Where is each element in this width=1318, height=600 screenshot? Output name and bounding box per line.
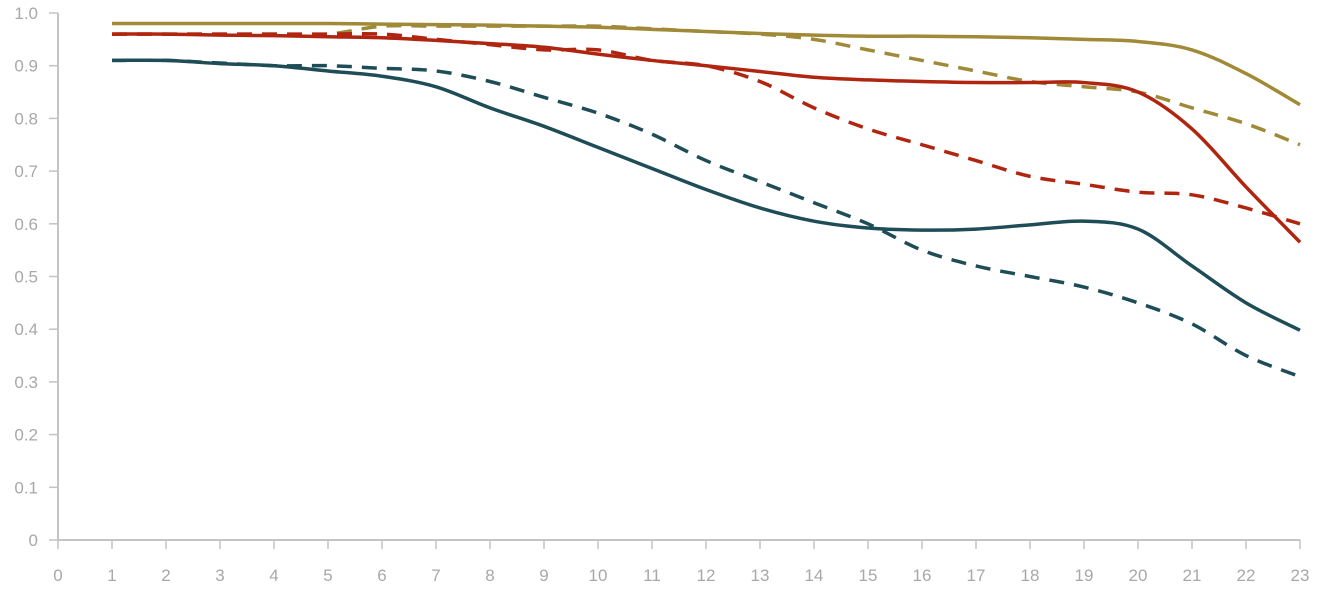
- x-tick-label: 21: [1183, 566, 1202, 585]
- y-axis-tick-labels: 0 0.1 0.2 0.3 0.4 0.5 0.6 0.7 0.8 0.9 1.0: [14, 4, 38, 550]
- x-tick-label: 22: [1237, 566, 1256, 585]
- x-tick-label: 12: [697, 566, 716, 585]
- x-tick-label: 13: [751, 566, 770, 585]
- y-tick-label: 0.8: [14, 109, 38, 128]
- x-tick-label: 11: [643, 566, 661, 585]
- series-lines: [111, 21, 1302, 379]
- x-tick-label: 9: [539, 566, 548, 585]
- x-tick-label: 2: [161, 566, 170, 585]
- axis-ticks: [49, 12, 1301, 549]
- y-tick-label: 0: [29, 531, 38, 550]
- y-tick-label: 0.9: [14, 57, 38, 76]
- x-tick-label: 1: [107, 566, 116, 585]
- series-line-4-dashed: [111, 31, 1301, 226]
- x-tick-label: 7: [431, 566, 440, 585]
- series-line-5-solid: [111, 58, 1301, 332]
- x-tick-label: 8: [485, 566, 494, 585]
- x-tick-label: 4: [269, 566, 278, 585]
- y-tick-label: 0.2: [14, 426, 38, 445]
- axes: [57, 13, 1300, 541]
- x-tick-label: 0: [53, 566, 62, 585]
- x-tick-label: 19: [1075, 566, 1094, 585]
- x-tick-label: 16: [913, 566, 932, 585]
- y-tick-label: 0.1: [14, 478, 38, 497]
- x-tick-label: 17: [967, 566, 986, 585]
- x-tick-label: 14: [805, 566, 824, 585]
- y-tick-label: 0.3: [14, 373, 38, 392]
- series-line-1-solid: [112, 21, 1301, 107]
- y-tick-label: 0.4: [14, 320, 38, 339]
- series-line-6-dashed: [111, 58, 1301, 379]
- x-tick-label: 6: [377, 566, 386, 585]
- series-line-3-solid: [111, 32, 1302, 244]
- y-tick-label: 0.6: [14, 215, 38, 234]
- x-tick-label: 23: [1291, 566, 1310, 585]
- y-tick-label: 1.0: [14, 4, 38, 23]
- y-tick-label: 0.7: [14, 162, 38, 181]
- y-tick-label: 0.5: [14, 268, 38, 287]
- x-tick-label: 20: [1129, 566, 1148, 585]
- x-tick-label: 5: [323, 566, 332, 585]
- x-tick-label: 10: [589, 566, 608, 585]
- x-axis-tick-labels: 0 1 2 3 4 5 6 7 8 9 10 11 12 13 14 15 16 17 18 19 20 21 22 23: [53, 566, 1309, 585]
- x-tick-label: 18: [1021, 566, 1040, 585]
- x-tick-label: 3: [215, 566, 224, 585]
- x-tick-label: 15: [859, 566, 878, 585]
